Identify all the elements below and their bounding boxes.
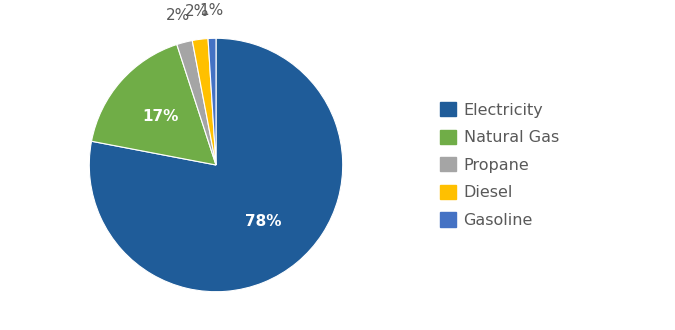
Text: 2%: 2% [184,4,209,19]
Legend: Electricity, Natural Gas, Propane, Diesel, Gasoline: Electricity, Natural Gas, Propane, Diese… [433,96,565,234]
Wedge shape [89,38,343,292]
Text: 2%: 2% [165,8,190,23]
Wedge shape [192,39,216,165]
Wedge shape [208,38,216,165]
Text: 78%: 78% [244,214,281,229]
Wedge shape [92,45,216,165]
Text: 17%: 17% [142,109,179,124]
Text: 1%: 1% [199,3,223,18]
Wedge shape [177,41,216,165]
